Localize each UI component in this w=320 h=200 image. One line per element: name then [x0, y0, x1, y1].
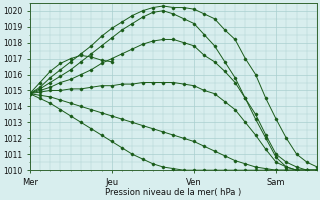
X-axis label: Pression niveau de la mer( hPa ): Pression niveau de la mer( hPa ) [105, 188, 242, 197]
